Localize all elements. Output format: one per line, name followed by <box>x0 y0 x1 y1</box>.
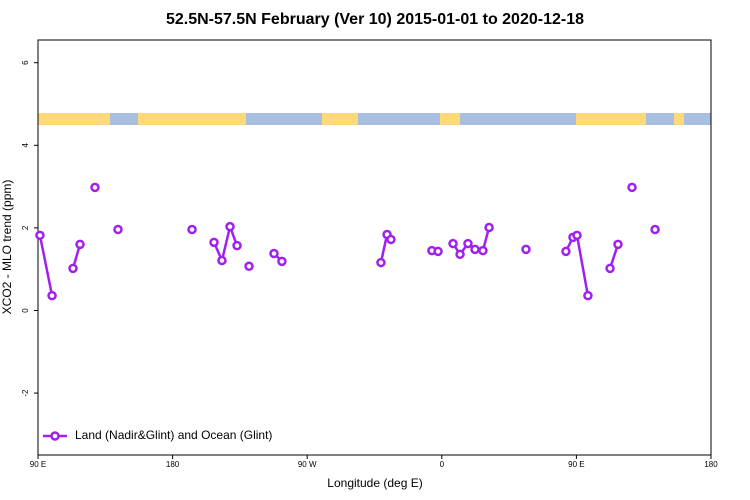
y-axis-title: XCO2 - MLO trend (ppm) <box>0 180 14 315</box>
data-point <box>113 224 123 235</box>
y-tick-label: 2 <box>21 225 30 230</box>
data-point <box>187 224 197 235</box>
x-tick-label: 90 E <box>568 460 584 469</box>
x-tick-label: 90 E <box>30 460 46 469</box>
x-tick-label: 0 <box>440 460 445 469</box>
data-point <box>217 255 227 266</box>
data-point <box>75 239 85 250</box>
y-tick-label: -2 <box>21 389 30 397</box>
data-point <box>433 246 443 257</box>
data-point <box>583 290 593 301</box>
land-mask-band <box>38 113 711 125</box>
x-tick-label: 90 W <box>298 460 317 469</box>
plot-frame <box>37 39 712 456</box>
x-tick-label: 180 <box>166 460 180 469</box>
data-point <box>232 240 242 251</box>
data-point <box>650 224 660 235</box>
series-line <box>40 227 655 296</box>
data-point <box>572 230 582 241</box>
data-point <box>35 230 45 241</box>
legend-label: Land (Nadir&Glint) and Ocean (Glint) <box>75 428 272 442</box>
data-point <box>605 263 615 274</box>
data-point <box>209 237 219 248</box>
x-axis-title: Longitude (deg E) <box>327 476 422 490</box>
data-point <box>269 248 279 259</box>
data-point <box>448 238 458 249</box>
data-point <box>68 263 78 274</box>
x-tick-label: 180 <box>704 460 718 469</box>
data-point <box>455 249 465 260</box>
y-tick-label: 6 <box>21 60 30 65</box>
chart-title: 52.5N-57.5N February (Ver 10) 2015-01-01… <box>166 11 584 28</box>
data-point <box>376 257 386 268</box>
data-point <box>561 246 571 257</box>
data-point <box>244 261 254 272</box>
data-point <box>90 182 100 193</box>
data-point <box>484 222 494 233</box>
data-point <box>277 256 287 267</box>
data-point <box>521 244 531 255</box>
data-point <box>47 290 57 301</box>
data-point <box>463 238 473 249</box>
data-point <box>470 244 480 255</box>
data-point <box>478 245 488 256</box>
data-point <box>627 182 637 193</box>
data-point <box>386 234 396 245</box>
y-tick-label: 4 <box>21 143 30 148</box>
legend-marker <box>50 431 60 441</box>
data-point <box>613 239 623 250</box>
data-point <box>225 221 235 232</box>
y-tick-label: 0 <box>21 308 30 313</box>
